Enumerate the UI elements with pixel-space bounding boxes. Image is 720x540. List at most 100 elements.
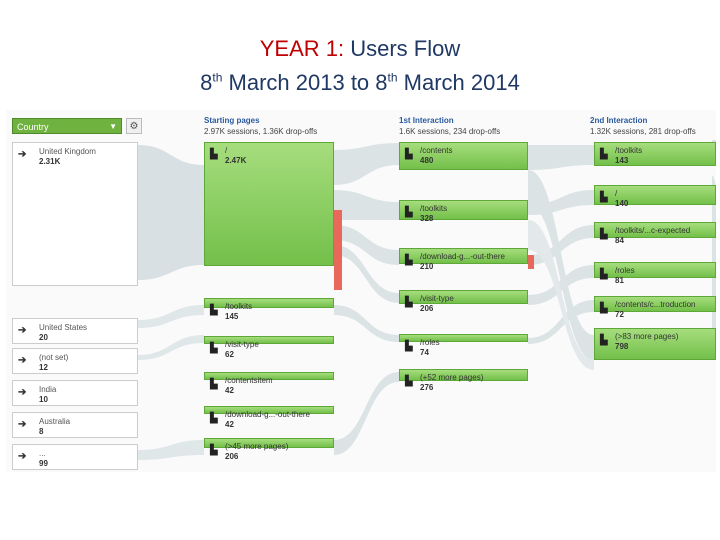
page-value: 143 [615, 156, 629, 165]
page-icon: ▙ [210, 305, 218, 316]
page-value: 210 [420, 262, 434, 271]
page-value: 81 [615, 276, 624, 285]
page-icon: ▙ [405, 297, 413, 308]
page-node[interactable]: ▙ (+52 more pages) 276 [399, 369, 528, 392]
page-node[interactable]: ▙ /download-g...-out-there 42 [204, 406, 334, 429]
date-part: March 2014 [403, 70, 520, 95]
country-node[interactable]: ➔ United States 20 [12, 318, 138, 344]
country-name: ... [39, 449, 46, 458]
page-name: /visit-type [420, 294, 454, 303]
page-value: 2.47K [225, 156, 247, 165]
slide-subtitle: 8th March 2013 to 8th March 2014 [0, 70, 720, 96]
gear-icon[interactable]: ⚙ [126, 118, 142, 134]
page-value: 206 [225, 452, 239, 461]
page-name: /contents [420, 146, 453, 155]
page-node[interactable]: ▙ (>83 more pages) 798 [594, 328, 716, 360]
page-node[interactable]: ▙ /roles 74 [399, 334, 528, 357]
arrow-right-icon: ➔ [18, 387, 27, 398]
page-value: 145 [225, 312, 239, 321]
page-node[interactable]: ▙ /roles 81 [594, 262, 716, 285]
page-node[interactable]: ▙ /contents/c...troduction 72 [594, 296, 716, 319]
country-node[interactable]: ➔ Australia 8 [12, 412, 138, 438]
page-name: /roles [615, 266, 635, 275]
chevron-down-icon: ▼ [109, 122, 117, 131]
page-name: /contentsitem [225, 376, 273, 385]
page-icon: ▙ [600, 303, 608, 314]
page-node[interactable]: ▙ (>45 more pages) 206 [204, 438, 334, 461]
page-icon: ▙ [600, 335, 608, 346]
country-node[interactable]: ➔ India 10 [12, 380, 138, 406]
page-node[interactable]: ▙ /toolkits 145 [204, 298, 334, 321]
page-node[interactable]: ▙ /2.47K [204, 142, 334, 266]
page-node[interactable]: ▙ /toolkits 143 [594, 142, 716, 166]
flow-links [138, 140, 716, 460]
country-name: (not set) [39, 353, 69, 362]
page-icon: ▙ [210, 343, 218, 354]
page-icon: ▙ [405, 207, 413, 218]
country-value: 20 [39, 333, 48, 342]
page-value: 140 [615, 199, 629, 208]
country-name: United States [39, 323, 88, 332]
page-icon: ▙ [600, 229, 608, 240]
page-icon: ▙ [405, 376, 413, 387]
page-icon: ▙ [210, 413, 218, 424]
page-name: (>45 more pages) [225, 442, 289, 451]
country-node[interactable]: ➔ (not set) 12 [12, 348, 138, 374]
page-value: 798 [615, 342, 629, 351]
page-node[interactable]: ▙ /toolkits 328 [399, 200, 528, 223]
col-title-starting: Starting pages [204, 116, 260, 125]
dimension-select[interactable]: Country ▼ [12, 118, 122, 134]
page-name: /contents/c...troduction [615, 300, 696, 309]
page-name: /download-g...-out-there [225, 410, 310, 419]
country-name: India [39, 385, 57, 394]
page-name: /toolkits [225, 302, 253, 311]
page-name: /visit-type [225, 340, 259, 349]
drop-off-bar[interactable] [334, 210, 342, 290]
page-value: 42 [225, 386, 234, 395]
arrow-right-icon: ➔ [18, 325, 27, 336]
page-node[interactable]: ▙ /visit-type 62 [204, 336, 334, 359]
page-icon: ▙ [405, 341, 413, 352]
page-name: /toolkits [615, 146, 643, 155]
date-part: March 2013 to 8 [228, 70, 388, 95]
country-value: 99 [39, 459, 48, 468]
col-sub-second: 1.32K sessions, 281 drop-offs [590, 127, 696, 136]
page-value: 206 [420, 304, 434, 313]
arrow-right-icon: ➔ [18, 355, 27, 366]
page-name: (+52 more pages) [420, 373, 484, 382]
country-name: United Kingdom [39, 147, 96, 156]
page-name: / [615, 189, 618, 198]
country-value: 12 [39, 363, 48, 372]
page-icon: ▙ [600, 149, 608, 160]
country-node[interactable]: ➔... 99 [12, 444, 138, 470]
page-icon: ▙ [405, 255, 413, 266]
col-sub-first: 1.6K sessions, 234 drop-offs [399, 127, 501, 136]
page-value: 480 [420, 156, 434, 165]
country-name: Australia [39, 417, 71, 426]
page-value: 42 [225, 420, 234, 429]
page-value: 74 [420, 348, 429, 357]
country-value: 8 [39, 427, 44, 436]
page-icon: ▙ [600, 269, 608, 280]
country-node[interactable]: ➔ United Kingdom 2.31K [12, 142, 138, 286]
date-part: 8 [200, 70, 213, 95]
page-name: /roles [420, 338, 440, 347]
page-node[interactable]: ▙ /140 [594, 185, 716, 208]
col-title-first: 1st Interaction [399, 116, 454, 125]
drop-off-bar[interactable] [528, 255, 534, 269]
page-node[interactable]: ▙ /download-g...-out-there 210 [399, 248, 528, 271]
page-node[interactable]: ▙ /visit-type 206 [399, 290, 528, 313]
page-name: /download-g...-out-there [420, 252, 505, 261]
page-icon: ▙ [210, 445, 218, 456]
page-node[interactable]: ▙ /contentsitem 42 [204, 372, 334, 395]
col-title-second: 2nd Interaction [590, 116, 648, 125]
page-node[interactable]: ▙ /contents 480 [399, 142, 528, 170]
page-name: / [225, 146, 228, 155]
arrow-right-icon: ➔ [18, 419, 27, 430]
country-value: 10 [39, 395, 48, 404]
page-node[interactable]: ▙ /toolkits/...c-expected 84 [594, 222, 716, 245]
arrow-right-icon: ➔ [18, 149, 27, 160]
dimension-label: Country [17, 122, 49, 132]
page-icon: ▙ [210, 379, 218, 390]
col-sub-starting: 2.97K sessions, 1.36K drop-offs [204, 127, 318, 136]
